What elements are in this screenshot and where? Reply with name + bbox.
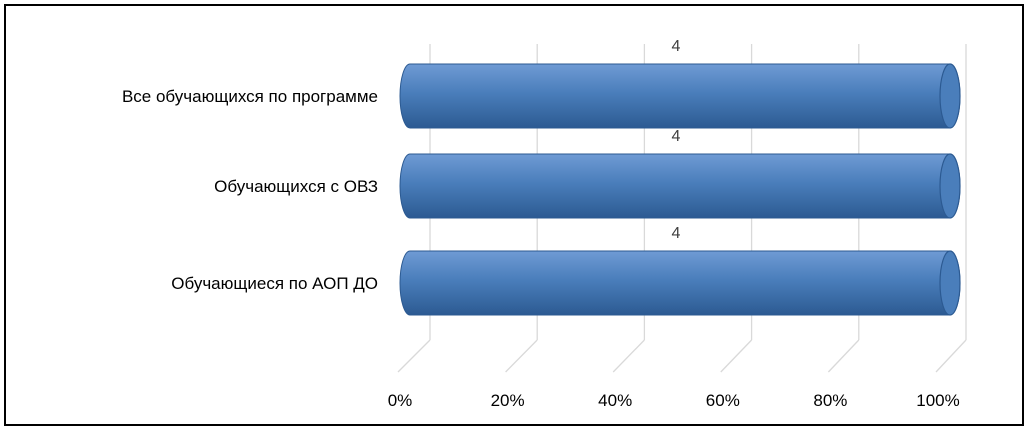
bar-chart: 0% 20% 40% 60% 80% 100% Все обучающихся по про…: [122, 38, 967, 410]
data-label: 4: [672, 225, 681, 242]
category-label: Обучающихся с ОВЗ: [214, 177, 378, 196]
x-tick-label: 0%: [388, 391, 413, 410]
x-tick-label: 100%: [916, 391, 959, 410]
bar-body: [399, 63, 961, 129]
floor-gridline: [827, 339, 860, 373]
floor-gridline: [935, 339, 967, 373]
floor-gridline: [612, 339, 645, 373]
floor-gridline: [397, 339, 431, 373]
bar: [399, 153, 961, 219]
x-tick-label: 40%: [598, 391, 632, 410]
floor-gridline: [505, 339, 538, 373]
x-tick-label: 20%: [491, 391, 525, 410]
floor-gridline: [720, 339, 753, 373]
bar-end-cap: [939, 153, 961, 219]
bar-end-cap: [939, 63, 961, 129]
category-label: Все обучающихся по программе: [122, 87, 378, 106]
data-label: 4: [672, 38, 681, 55]
bar: [399, 250, 961, 316]
bar-body: [399, 250, 961, 316]
x-tick-label: 80%: [813, 391, 847, 410]
bar: [399, 63, 961, 129]
x-tick-label: 60%: [706, 391, 740, 410]
bar-body: [399, 153, 961, 219]
chart-frame: 0% 20% 40% 60% 80% 100% Все обучающихся по про…: [4, 4, 1024, 426]
bar-end-cap: [939, 250, 961, 316]
category-label: Обучающиеся по АОП ДО: [171, 274, 378, 293]
data-label: 4: [672, 128, 681, 145]
